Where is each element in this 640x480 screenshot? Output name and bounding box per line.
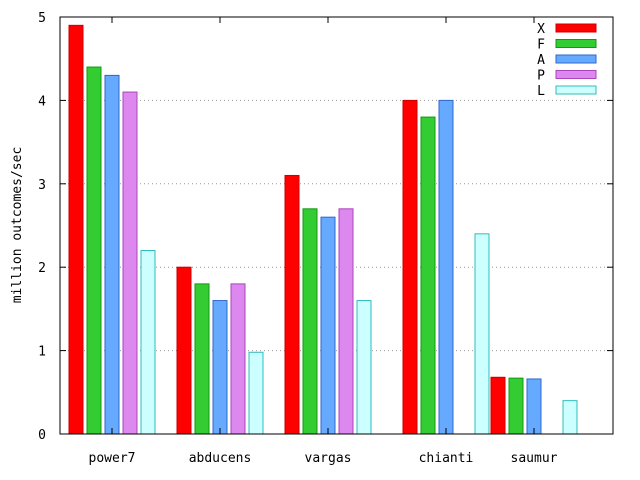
bar-X-chianti [402,99,418,435]
bar-P-power7 [122,91,138,435]
y-axis-title: million outcomes/sec [10,147,25,304]
plot-frame [59,16,614,435]
bar-P-vargas [338,208,354,435]
bar-L-saumur [562,400,578,435]
legend-label-X: X [537,22,545,37]
bar-P-abducens [230,283,246,435]
bar-X-saumur [490,376,506,435]
legend-label-P: P [537,69,545,84]
legend-swatch-A [555,54,597,64]
y-tick-label: 2 [38,261,46,276]
legend-swatch-F [555,39,597,48]
bar-A-power7 [104,74,120,435]
bar-L-chianti [474,233,490,435]
legend-swatch-L [555,85,597,95]
legend-swatch-P [555,70,597,79]
legend-label-A: A [537,53,545,68]
bar-F-saumur [508,377,524,435]
bar-A-chianti [438,99,454,435]
legend-label-L: L [537,84,545,99]
y-tick-label: 1 [38,345,46,360]
bar-X-power7 [68,24,84,435]
y-tick-label: 5 [38,11,46,26]
x-tick-label: abducens [189,451,252,466]
bar-L-power7 [140,250,156,435]
bar-F-vargas [302,208,318,435]
bars [68,24,578,435]
bar-F-power7 [86,66,102,435]
bar-A-saumur [526,378,542,435]
bar-L-abducens [248,351,264,435]
y-axis-ticks: 0 1 2 3 4 5 [38,11,613,443]
bar-X-vargas [284,174,300,435]
x-tick-label: saumur [511,451,558,466]
bar-A-vargas [320,216,336,435]
x-axis-ticks: power7 abducens vargas chianti saumur [89,17,558,466]
bar-L-vargas [356,300,372,435]
y-tick-label: 4 [38,94,46,109]
bar-F-abducens [194,283,210,435]
bar-A-abducens [212,300,228,435]
y-tick-label: 3 [38,178,46,193]
bar-F-chianti [420,116,436,435]
x-tick-label: vargas [305,451,352,466]
legend-label-F: F [537,38,545,53]
bar-X-abducens [176,266,192,435]
x-tick-label: chianti [419,451,474,466]
y-tick-label: 0 [38,428,46,443]
x-tick-label: power7 [89,451,136,466]
legend-swatch-X [555,23,597,33]
